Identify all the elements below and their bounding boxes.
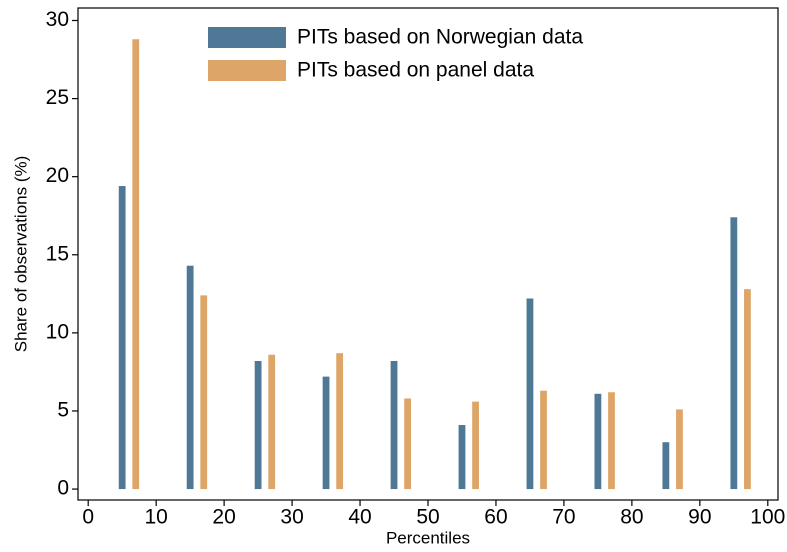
bar [472, 401, 479, 490]
y-tick-label: 0 [57, 477, 69, 500]
legend-label: PITs based on panel data [297, 59, 534, 82]
y-tick-label: 15 [46, 242, 69, 265]
bar [390, 360, 398, 490]
bar [662, 442, 670, 490]
x-tick-label: 40 [348, 506, 371, 529]
y-tick-label: 25 [46, 86, 69, 109]
x-tick-label: 60 [484, 506, 507, 529]
bar [118, 186, 126, 490]
x-tick-label: 10 [144, 506, 167, 529]
y-tick-label: 20 [46, 164, 69, 187]
y-axis-label: Share of observations (%) [11, 156, 30, 353]
bar [676, 409, 683, 490]
bar [132, 39, 140, 490]
x-tick-label: 50 [416, 506, 439, 529]
bar [200, 295, 208, 490]
bar [594, 393, 602, 490]
x-tick-label: 90 [688, 506, 711, 529]
bar [744, 289, 751, 490]
y-tick-label: 10 [46, 320, 69, 343]
x-tick-label: 0 [82, 506, 94, 529]
bar [254, 360, 262, 490]
bar [540, 390, 547, 490]
bar [336, 353, 344, 490]
bar [322, 376, 330, 490]
x-axis-label: Percentiles [386, 528, 470, 547]
y-tick-label: 30 [46, 8, 69, 31]
bar [458, 425, 466, 490]
x-tick-label: 80 [620, 506, 643, 529]
legend-swatch [208, 27, 286, 48]
y-tick-label: 5 [57, 399, 69, 422]
bar [186, 265, 194, 490]
plot-frame [77, 7, 779, 501]
bar [404, 398, 412, 490]
x-tick-label: 20 [212, 506, 235, 529]
x-tick-label: 70 [552, 506, 575, 529]
x-tick-label: 30 [280, 506, 303, 529]
legend-swatch [208, 60, 286, 81]
bar [608, 392, 615, 490]
legend-label: PITs based on Norwegian data [297, 26, 583, 49]
bar [268, 354, 276, 490]
bar [730, 217, 738, 490]
bar [526, 298, 534, 490]
x-tick-label: 100 [750, 506, 785, 529]
